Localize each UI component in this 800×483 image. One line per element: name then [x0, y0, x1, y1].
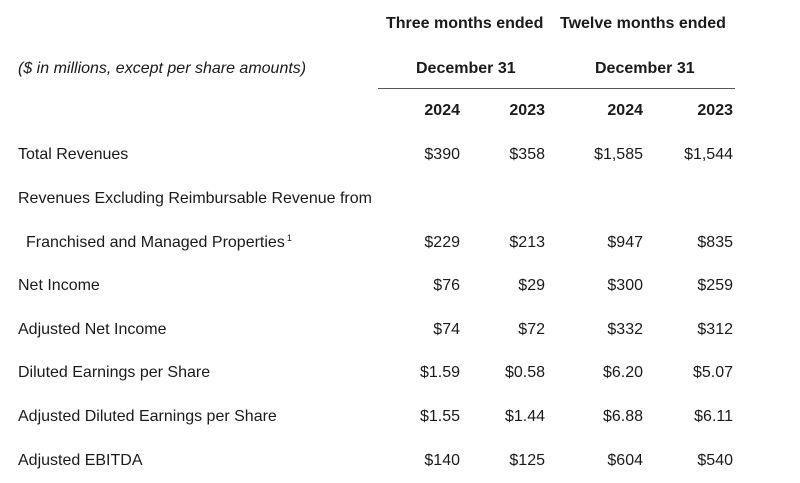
value-adj-net-income-q-2023: $72: [518, 321, 545, 338]
value-diluted-eps-q-2023: $0.58: [504, 364, 545, 381]
value-net-income-q-2024: $76: [433, 277, 460, 294]
value-adj-ebitda-q-2024: $140: [424, 452, 460, 469]
value-adj-diluted-eps-y-2023: $6.11: [694, 408, 733, 425]
units-note: ($ in millions, except per share amounts…: [18, 60, 307, 77]
row-label-adjusted-diluted-eps: Adjusted Diluted Earnings per Share: [18, 408, 277, 425]
value-total-revenues-y-2023: $1,544: [684, 146, 733, 163]
value-adj-diluted-eps-y-2024: $6.88: [602, 408, 643, 425]
row-label-diluted-eps: Diluted Earnings per Share: [18, 364, 211, 381]
value-franchised-y-2023: $835: [697, 234, 733, 251]
footnote-marker: 1: [286, 232, 292, 243]
value-adj-ebitda-y-2024: $604: [607, 452, 643, 469]
value-franchised-q-2023: $213: [509, 234, 545, 251]
row-label-adjusted-ebitda: Adjusted EBITDA: [18, 452, 143, 469]
row-label-franchised-managed: Franchised and Managed Properties 1: [26, 233, 292, 253]
year-header-three-2024: 2024: [424, 102, 460, 119]
header-divider: [378, 88, 735, 89]
value-adj-ebitda-y-2023: $540: [697, 452, 733, 469]
year-header-twelve-2023: 2023: [697, 102, 733, 119]
value-franchised-y-2024: $947: [607, 234, 643, 251]
value-diluted-eps-q-2024: $1.59: [419, 364, 460, 381]
value-total-revenues-y-2024: $1,585: [594, 146, 643, 163]
year-header-three-2023: 2023: [509, 102, 545, 119]
header-twelve-months: Twelve months ended: [560, 15, 726, 32]
header-three-months: Three months ended: [386, 15, 544, 32]
value-adj-net-income-y-2023: $312: [697, 321, 733, 338]
header-period-three: December 31: [416, 60, 516, 77]
value-total-revenues-q-2024: $390: [424, 146, 460, 163]
year-header-twelve-2024: 2024: [607, 102, 643, 119]
value-diluted-eps-y-2024: $6.20: [602, 364, 643, 381]
value-adj-diluted-eps-q-2024: $1.55: [419, 408, 460, 425]
value-adj-ebitda-q-2023: $125: [509, 452, 545, 469]
row-label-net-income: Net Income: [18, 277, 100, 294]
value-net-income-y-2024: $300: [607, 277, 643, 294]
row-label-adjusted-net-income: Adjusted Net Income: [18, 321, 167, 338]
row-label-franchised-managed-text: Franchised and Managed Properties: [26, 234, 285, 251]
value-adj-diluted-eps-q-2023: $1.44: [504, 408, 545, 425]
value-adj-net-income-y-2024: $332: [607, 321, 643, 338]
value-diluted-eps-y-2023: $5.07: [692, 364, 733, 381]
value-total-revenues-q-2023: $358: [509, 146, 545, 163]
value-net-income-y-2023: $259: [697, 277, 733, 294]
value-net-income-q-2023: $29: [518, 277, 545, 294]
value-adj-net-income-q-2024: $74: [433, 321, 460, 338]
value-franchised-q-2024: $229: [424, 234, 460, 251]
header-period-twelve: December 31: [595, 60, 695, 77]
row-label-total-revenues: Total Revenues: [18, 146, 129, 163]
row-label-revenues-excluding: Revenues Excluding Reimbursable Revenue …: [18, 190, 372, 207]
